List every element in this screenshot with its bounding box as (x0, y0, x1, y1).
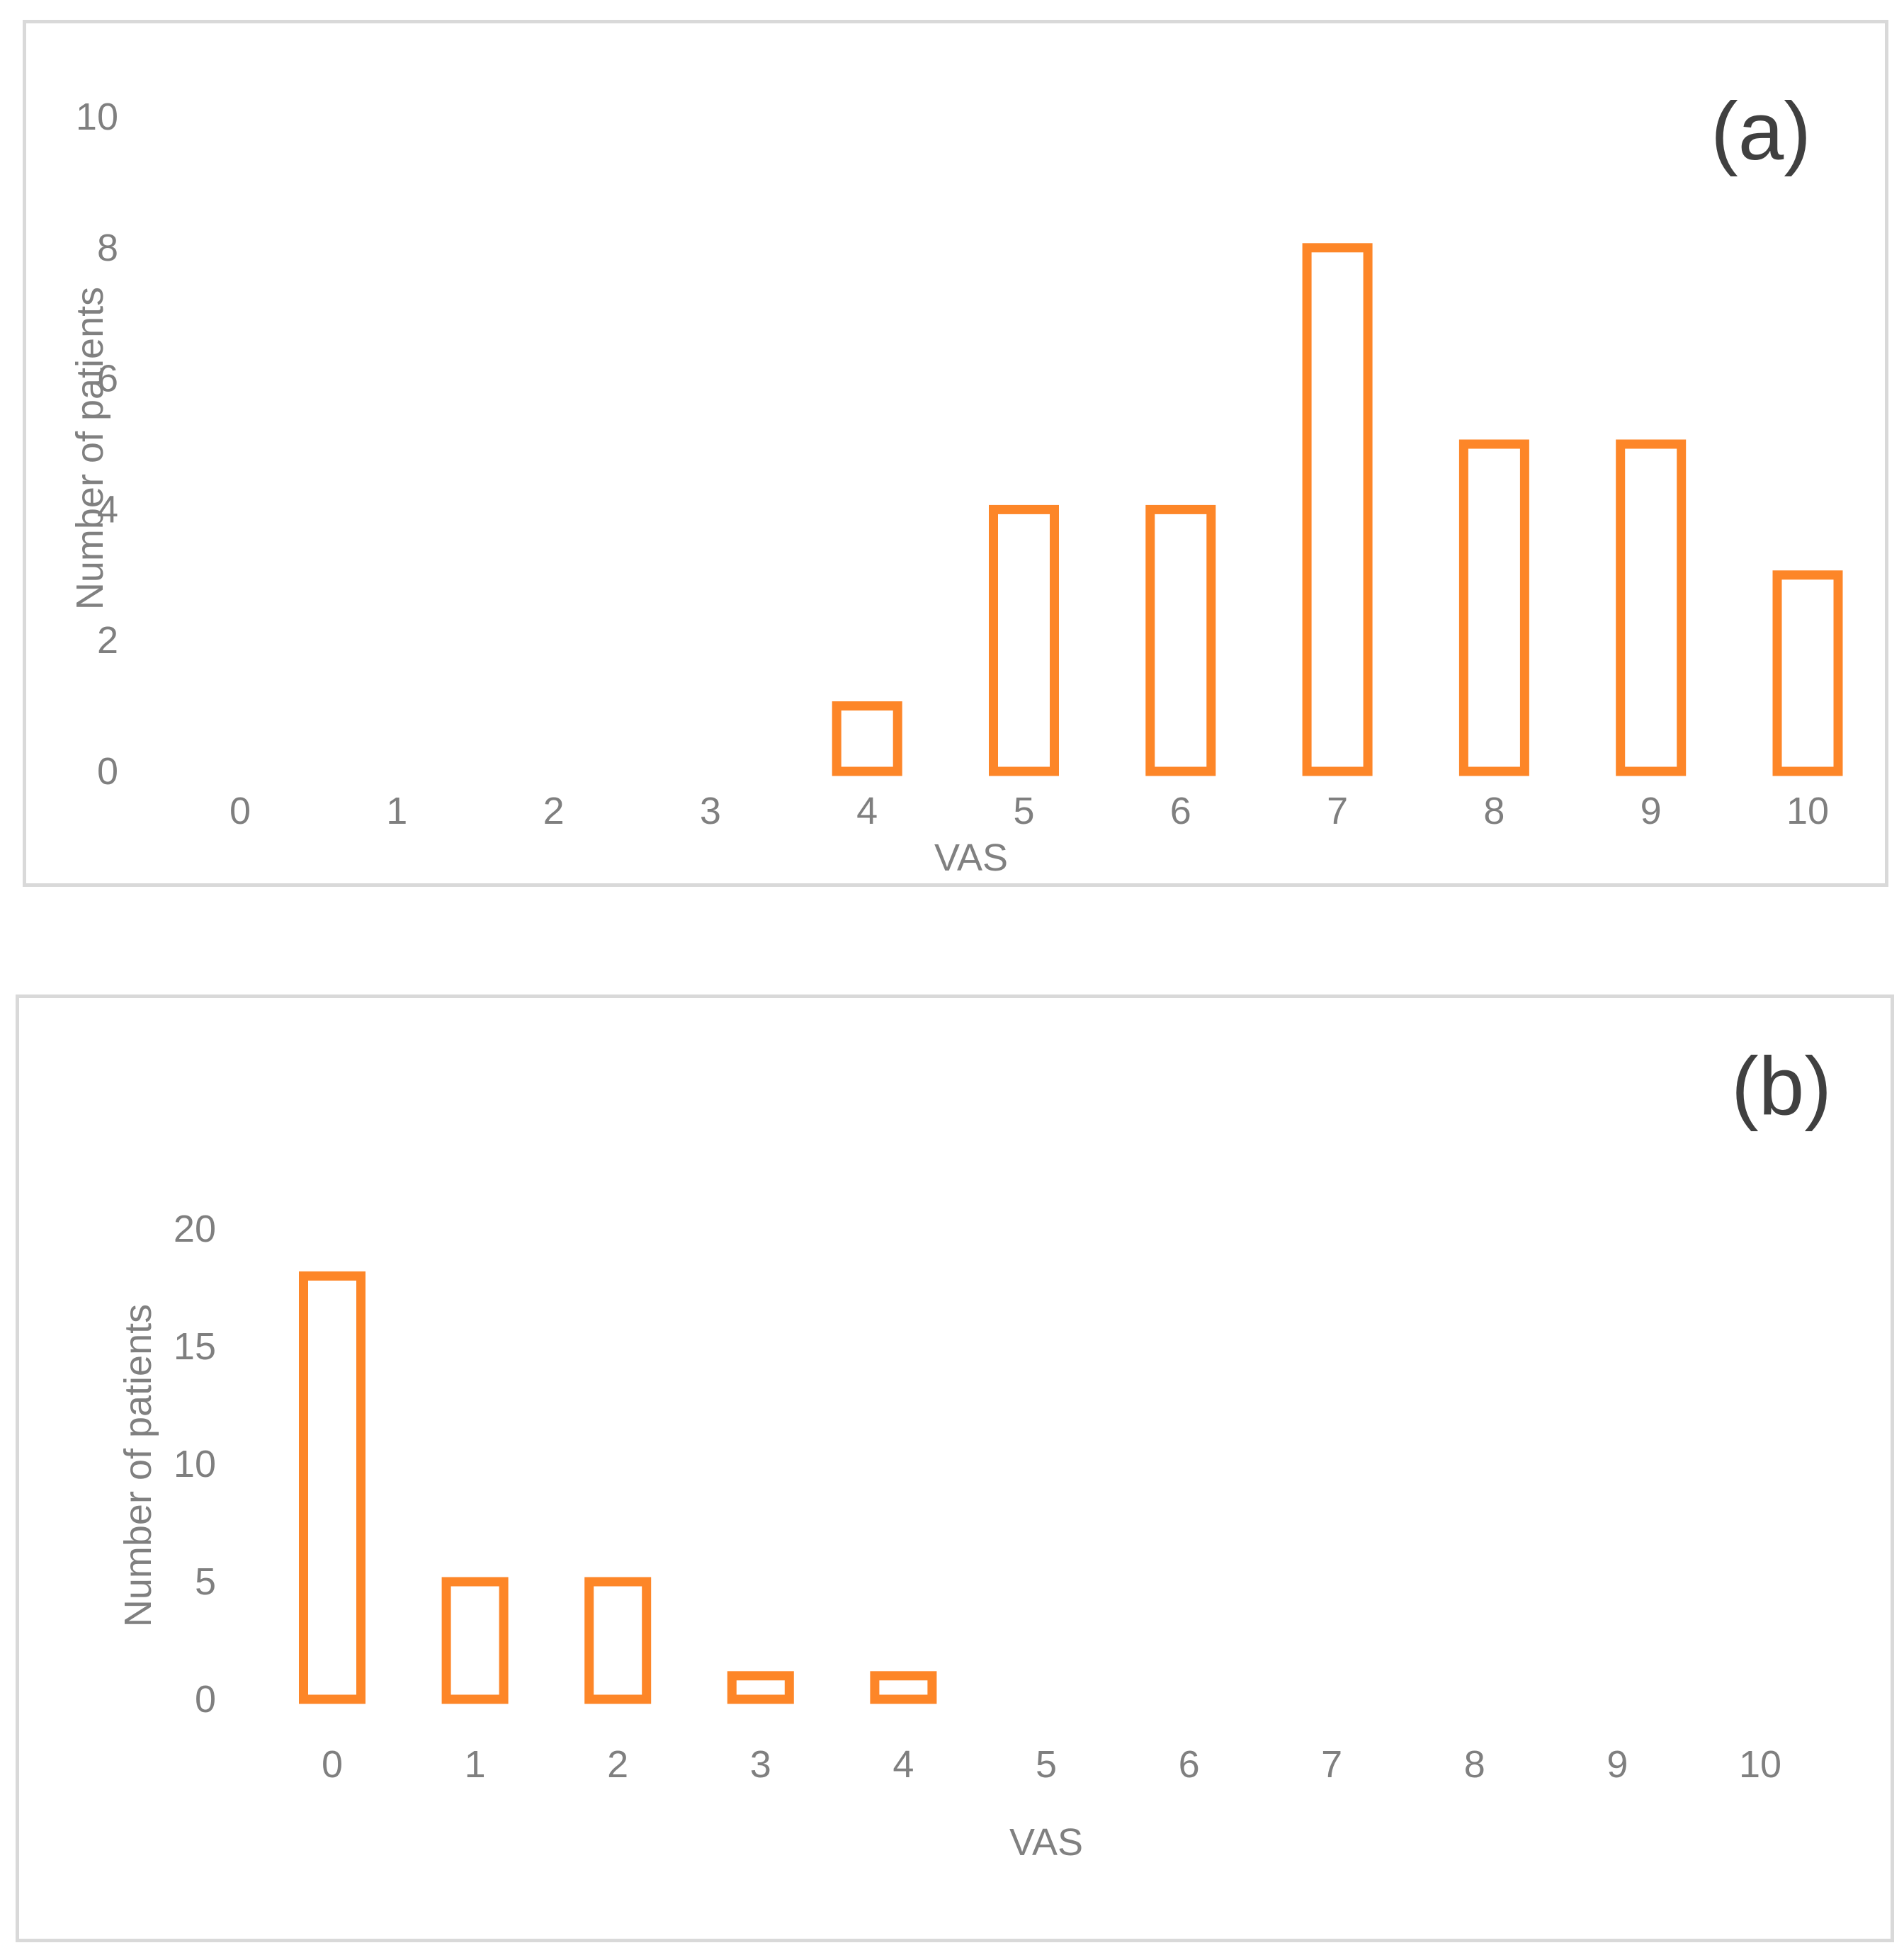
chart-a-y-tick-0: 0 (97, 750, 118, 793)
chart-b-x-tick-7: 7 (1321, 1743, 1342, 1786)
chart-a-bar-8 (1458, 439, 1529, 776)
chart-a-x-tick-0: 0 (230, 790, 251, 832)
chart-b-panel-label: (b) (1731, 1040, 1832, 1132)
chart-b-x-axis-title: VAS (1009, 1821, 1083, 1864)
chart-b-x-tick-3: 3 (750, 1743, 771, 1786)
chart-b-y-tick-20: 20 (174, 1208, 216, 1250)
chart-a-x-tick-10: 10 (1786, 790, 1829, 832)
chart-b-y-tick-10: 10 (174, 1443, 216, 1485)
chart-a-x-tick-8: 8 (1483, 790, 1504, 832)
chart-b-y-tick-15: 15 (174, 1325, 216, 1368)
chart-b-x-tick-9: 9 (1606, 1743, 1628, 1786)
chart-b-svg: (b) 0 1 2 3 4 5 6 7 8 9 10 0 5 10 15 20 VAS Number of … (117, 1040, 1832, 1864)
chart-a-x-axis-title: VAS (934, 837, 1008, 879)
chart-a-bar-5 (989, 504, 1059, 776)
chart-b-bar-4 (870, 1671, 937, 1704)
chart-b-y-tick-0: 0 (195, 1678, 216, 1721)
chart-panel-a: (a) 0 1 2 3 4 5 6 7 8 9 10 0 2 4 6 8 10 VAS Number of p… (23, 20, 1888, 887)
chart-b-x-tick-0: 0 (322, 1743, 343, 1786)
chart-b-x-tick-10: 10 (1739, 1743, 1781, 1786)
chart-a-x-tick-1: 1 (386, 790, 407, 832)
chart-a-x-tick-4: 4 (856, 790, 878, 832)
chart-a-y-tick-2: 2 (97, 619, 118, 662)
chart-b-bar-3 (727, 1671, 794, 1704)
chart-a-x-tick-2: 2 (543, 790, 565, 832)
chart-b-y-tick-5: 5 (195, 1560, 216, 1603)
chart-b-x-tick-6: 6 (1179, 1743, 1200, 1786)
chart-a-bar-7 (1302, 243, 1373, 776)
chart-panel-b: (b) 0 1 2 3 4 5 6 7 8 9 10 0 5 10 15 20 VAS Number of … (16, 994, 1894, 1942)
chart-b-y-axis-title: Number of patients (117, 1304, 159, 1627)
chart-a-x-tick-9: 9 (1640, 790, 1662, 832)
chart-a-y-tick-4: 4 (97, 488, 118, 531)
chart-a-x-tick-7: 7 (1327, 790, 1348, 832)
chart-a-x-tick-6: 6 (1170, 790, 1191, 832)
chart-b-x-tick-5: 5 (1036, 1743, 1057, 1786)
chart-a-bar-4 (832, 701, 902, 776)
chart-a-y-tick-6: 6 (97, 358, 118, 400)
chart-b-x-tick-2: 2 (607, 1743, 628, 1786)
chart-b-x-tick-8: 8 (1464, 1743, 1485, 1786)
chart-a-bar-9 (1616, 439, 1687, 776)
chart-a-bar-6 (1145, 504, 1216, 776)
chart-b-bar-2 (584, 1577, 652, 1704)
chart-a-y-tick-10: 10 (76, 96, 118, 138)
chart-b-bar-1 (441, 1577, 509, 1704)
chart-a-y-axis-title: Number of patients (69, 287, 111, 610)
chart-a-bar-10 (1772, 570, 1843, 776)
chart-b-bar-0 (299, 1271, 366, 1704)
chart-a-x-tick-3: 3 (700, 790, 721, 832)
chart-b-x-tick-1: 1 (465, 1743, 486, 1786)
chart-a-x-tick-5: 5 (1013, 790, 1034, 832)
chart-a-y-tick-8: 8 (97, 227, 118, 269)
chart-b-x-tick-4: 4 (892, 1743, 914, 1786)
chart-a-panel-label: (a) (1711, 85, 1811, 177)
chart-a-svg: (a) 0 1 2 3 4 5 6 7 8 9 10 0 2 4 6 8 10 VAS Number of p… (69, 85, 1843, 879)
